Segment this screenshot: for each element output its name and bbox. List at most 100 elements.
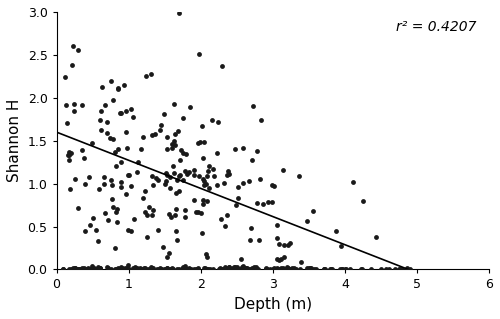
Point (228, 266, 236, 271)
Point (174, 10, 182, 15)
Point (282, 266, 290, 271)
Point (84, 267, 92, 272)
Point (274, 257, 281, 262)
Point (94, 264, 102, 270)
Point (180, 151, 188, 156)
Point (190, 197, 198, 202)
Point (134, 267, 142, 272)
Point (111, 149, 119, 154)
Point (296, 266, 304, 271)
Point (86, 266, 94, 271)
Point (350, 179, 358, 184)
Point (270, 184, 278, 189)
Point (114, 146, 122, 151)
Point (86, 223, 94, 228)
Point (161, 181, 169, 186)
Point (104, 265, 112, 271)
Point (120, 266, 128, 271)
Point (342, 266, 350, 271)
Point (93, 267, 101, 272)
Point (114, 266, 122, 271)
Point (138, 266, 146, 271)
Point (65, 158, 73, 163)
Point (90, 266, 98, 271)
Point (209, 166, 217, 171)
Point (108, 183, 116, 188)
Point (144, 213, 152, 218)
Point (148, 133, 156, 138)
Point (165, 211, 173, 216)
Point (228, 267, 236, 272)
Point (273, 266, 281, 271)
Point (156, 127, 164, 132)
Point (230, 264, 238, 270)
X-axis label: Depth (m): Depth (m) (234, 297, 312, 312)
Point (200, 178, 208, 183)
Point (78, 148, 86, 153)
Point (114, 85, 122, 91)
Point (86, 175, 94, 180)
Point (230, 267, 238, 272)
Point (181, 207, 189, 212)
Point (268, 183, 276, 188)
Point (118, 159, 126, 164)
Point (155, 266, 163, 271)
Point (244, 178, 252, 183)
Point (270, 267, 278, 272)
Point (64, 152, 72, 157)
Point (68, 151, 76, 156)
Point (112, 267, 120, 272)
Point (147, 265, 155, 271)
Point (131, 265, 139, 270)
Point (219, 267, 227, 272)
Point (129, 265, 137, 271)
Point (150, 207, 158, 212)
Point (203, 198, 211, 203)
Point (109, 98, 117, 103)
Point (266, 266, 274, 271)
Point (200, 265, 208, 271)
Point (292, 267, 300, 272)
Point (90, 266, 98, 271)
Point (102, 264, 110, 270)
Point (118, 185, 126, 190)
Point (73, 266, 81, 271)
Point (238, 180, 246, 185)
Point (290, 266, 298, 271)
Point (205, 164, 213, 169)
Point (275, 266, 283, 271)
Point (172, 206, 180, 211)
Point (63, 121, 71, 126)
Point (284, 243, 292, 248)
Point (274, 266, 281, 271)
Point (147, 71, 155, 76)
Point (173, 178, 181, 183)
Point (162, 135, 170, 140)
Point (126, 183, 134, 189)
Point (256, 176, 264, 181)
Point (250, 265, 258, 270)
Point (94, 265, 102, 270)
Point (84, 267, 92, 272)
Point (138, 266, 146, 271)
Point (112, 246, 120, 251)
Point (157, 122, 165, 127)
Point (234, 267, 242, 272)
Point (184, 267, 192, 272)
Y-axis label: Shannon H: Shannon H (7, 99, 22, 182)
Point (200, 177, 207, 182)
Point (312, 267, 320, 272)
Point (74, 267, 82, 272)
Point (214, 183, 222, 188)
Point (296, 259, 304, 264)
Point (166, 266, 174, 271)
Point (201, 265, 209, 270)
Point (181, 168, 189, 173)
Point (296, 174, 304, 179)
Point (269, 267, 277, 272)
Point (206, 186, 214, 191)
Point (254, 267, 262, 272)
Point (100, 174, 108, 179)
Point (78, 103, 86, 108)
Point (246, 238, 254, 243)
